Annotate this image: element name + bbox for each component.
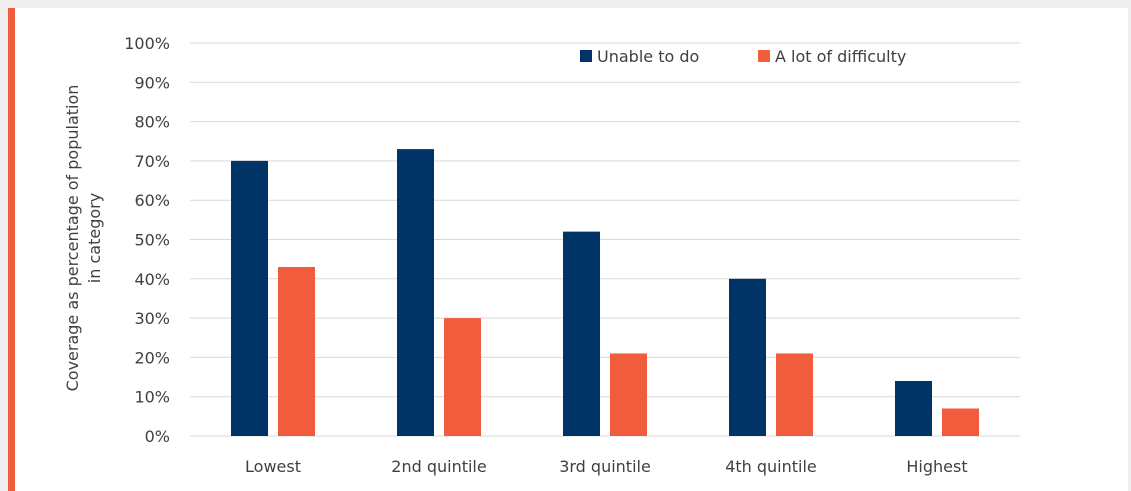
x-axis-ticks: Lowest 2nd quintile 3rd quintile 4th quinti…: [245, 457, 968, 476]
y-axis-label-line-2: in category: [85, 193, 104, 283]
legend-label-a-lot-of-difficulty: A lot of difficulty: [775, 47, 906, 66]
y-tick-label: 10%: [134, 388, 170, 407]
bar-a-lot-of-difficulty: [278, 267, 315, 436]
legend-label-unable-to-do: Unable to do: [597, 47, 699, 66]
y-tick-label: 40%: [134, 270, 170, 289]
y-tick-label: 50%: [134, 231, 170, 250]
x-tick-label: 3rd quintile: [559, 457, 651, 476]
accent-bar: [8, 8, 15, 491]
y-tick-label: 30%: [134, 309, 170, 328]
bar-a-lot-of-difficulty: [776, 353, 813, 436]
bar-unable-to-do: [729, 278, 766, 436]
bar-a-lot-of-difficulty: [942, 408, 979, 436]
y-tick-label: 70%: [134, 152, 170, 171]
bar-unable-to-do: [231, 160, 268, 436]
legend: Unable to do A lot of difficulty: [580, 47, 906, 66]
grid-lines: [190, 42, 1020, 437]
bars: [231, 149, 979, 437]
bar-a-lot-of-difficulty: [444, 318, 481, 436]
y-axis-ticks: 0% 10% 20% 30% 40% 50% 60% 70% 80% 90% 100%: [124, 34, 170, 446]
y-axis-label-line-1: Coverage as percentage of population: [63, 85, 82, 392]
x-tick-label: 4th quintile: [725, 457, 817, 476]
y-tick-label: 20%: [134, 348, 170, 367]
y-tick-label: 80%: [134, 113, 170, 132]
bar-unable-to-do: [397, 149, 434, 437]
y-axis-label: Coverage as percentage of population in …: [63, 85, 104, 392]
y-tick-label: 0%: [145, 427, 170, 446]
x-tick-label: 2nd quintile: [391, 457, 486, 476]
bar-a-lot-of-difficulty: [610, 353, 647, 436]
bar-unable-to-do: [563, 231, 600, 436]
x-tick-label: Highest: [906, 457, 967, 476]
x-tick-label: Lowest: [245, 457, 301, 476]
legend-swatch-unable-to-do: [580, 50, 592, 62]
y-tick-label: 60%: [134, 191, 170, 210]
legend-swatch-a-lot-of-difficulty: [758, 50, 770, 62]
y-tick-label: 90%: [134, 73, 170, 92]
y-tick-label: 100%: [124, 34, 170, 53]
bar-unable-to-do: [895, 380, 932, 436]
